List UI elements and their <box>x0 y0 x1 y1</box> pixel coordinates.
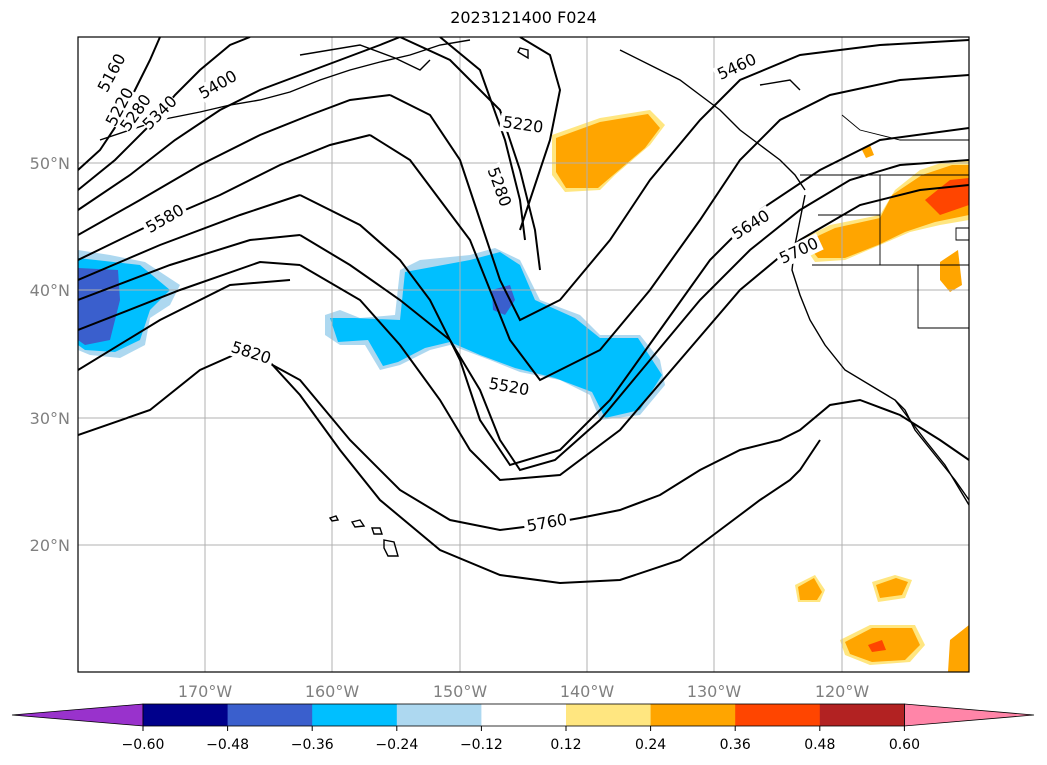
colorbar-segment <box>227 704 313 726</box>
colorbar-segment <box>481 704 567 726</box>
lon-label: 140°W <box>560 682 615 701</box>
colorbar-segment <box>143 704 229 726</box>
lon-label: 150°W <box>433 682 488 701</box>
colorbar-tick-label: −0.36 <box>291 737 334 753</box>
lon-labels: 170°W 160°W 150°W 140°W 130°W 120°W <box>178 682 870 701</box>
colorbar-segment <box>819 704 905 726</box>
colorbar-extend-high <box>904 703 1035 727</box>
map-title: 2023121400 F024 <box>450 8 597 27</box>
height-contours <box>78 37 969 585</box>
plot-frame <box>77 36 970 673</box>
colorbar: −0.60 −0.48 −0.36 −0.24 −0.12 0.12 0.24 0.36 0.4… <box>11 703 1035 753</box>
colorbar-segment <box>396 704 482 726</box>
lat-lon-grid <box>78 37 969 672</box>
colorbar-tick-label: 0.36 <box>720 737 751 753</box>
lon-label: 160°W <box>305 682 360 701</box>
lon-label: 170°W <box>178 682 233 701</box>
colorbar-tick-label: −0.60 <box>122 737 165 753</box>
lat-labels: 50°N 40°N 30°N 20°N <box>30 154 70 555</box>
lat-label: 30°N <box>30 409 70 428</box>
lon-label: 120°W <box>815 682 870 701</box>
colorbar-tick-label: 0.48 <box>804 737 835 753</box>
colorbar-tick-label: 0.24 <box>635 737 666 753</box>
lat-label: 50°N <box>30 154 70 173</box>
lon-label: 130°W <box>687 682 742 701</box>
colorbar-segment <box>312 704 398 726</box>
colorbar-tick-label: 0.60 <box>889 737 920 753</box>
political-borders <box>800 114 969 329</box>
colorbar-frame <box>142 703 905 727</box>
colorbar-tick-label: 0.12 <box>550 737 581 753</box>
lat-label: 40°N <box>30 281 70 300</box>
colorbar-tick-label: −0.24 <box>375 737 418 753</box>
lat-label: 20°N <box>30 536 70 555</box>
colorbar-extend-low <box>11 703 144 727</box>
colorbar-tick-label: −0.48 <box>206 737 249 753</box>
colorbar-segment <box>566 704 652 726</box>
anomaly-shading <box>78 110 969 672</box>
colorbar-tick-label: −0.12 <box>460 737 503 753</box>
colorbar-segment <box>735 704 821 726</box>
colorbar-segment <box>650 704 736 726</box>
